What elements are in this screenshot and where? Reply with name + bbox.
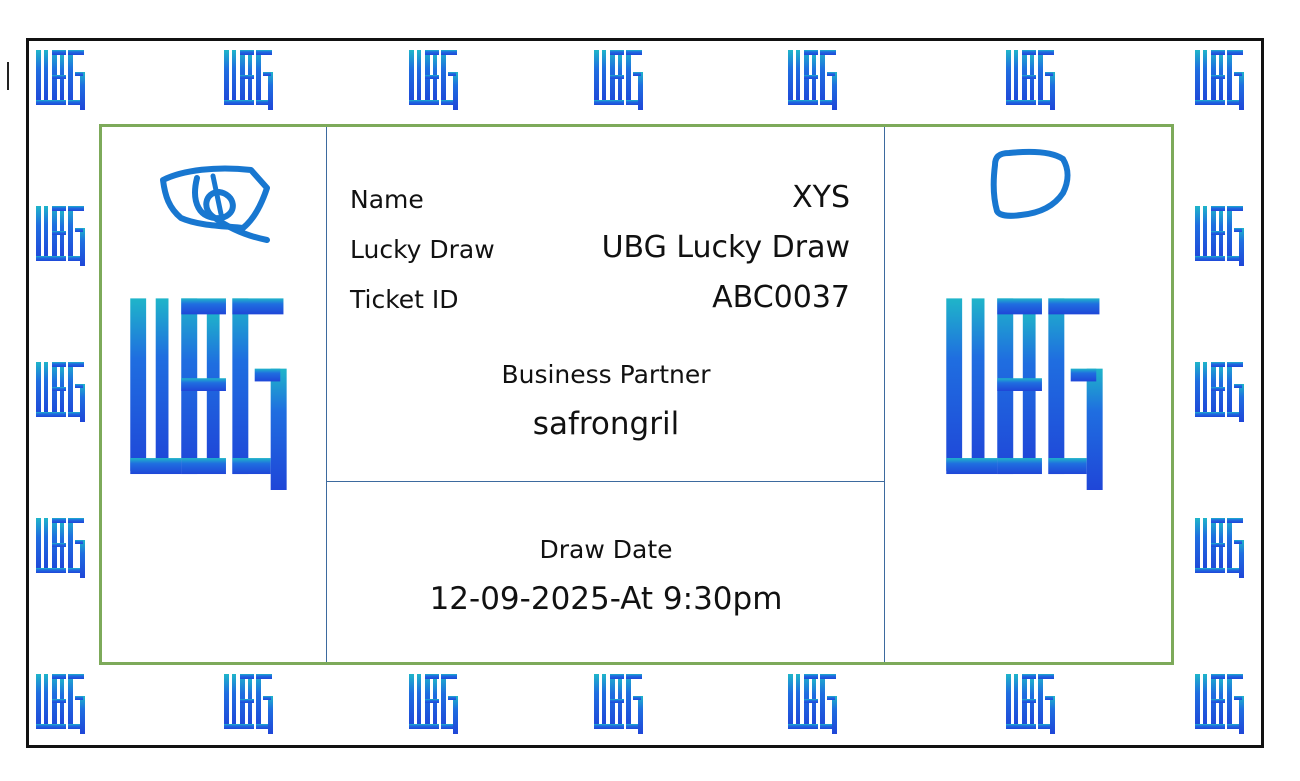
text-cursor [7,62,9,90]
ubg-logo-icon [594,48,644,110]
ubg-logo-icon [594,672,644,734]
draw-date-value: 12-09-2025-At 9:30pm [429,581,783,617]
signature-right [990,148,1071,219]
name-label: Name [350,185,424,214]
business-partner-label: Business Partner [501,360,711,389]
ubg-logo-icon [788,48,838,110]
ubg-logo-icon [224,48,274,110]
ubg-logo-icon [409,672,459,734]
ubg-logo-icon [1195,360,1245,422]
ubg-logo-icon [36,516,86,578]
middle-divider [327,481,885,482]
lucky-draw-label: Lucky Draw [350,235,495,264]
business-partner-value: safrongril [532,406,680,442]
right-divider [884,127,885,662]
ubg-logo-icon [788,672,838,734]
ubg-logo-icon [130,292,290,490]
ubg-logo-icon [1006,672,1056,734]
ticket-id-label: Ticket ID [350,285,459,314]
ubg-logo-icon [36,48,86,110]
lucky-draw-value: UBG Lucky Draw [601,230,850,265]
name-value: XYS [792,180,850,215]
draw-date-label: Draw Date [539,535,673,564]
signature-left [160,165,270,243]
ubg-logo-icon [946,292,1106,490]
ubg-logo-icon [1195,204,1245,266]
ubg-logo-icon [36,360,86,422]
ubg-logo-icon [409,48,459,110]
ubg-logo-icon [36,204,86,266]
ubg-logo-icon [1195,516,1245,578]
ubg-logo-icon [224,672,274,734]
ubg-logo-icon [1195,672,1245,734]
ubg-logo-icon [1006,48,1056,110]
ubg-logo-icon [1195,48,1245,110]
ubg-logo-icon [36,672,86,734]
ticket-id-value: ABC0037 [712,280,850,315]
left-divider [326,127,327,662]
